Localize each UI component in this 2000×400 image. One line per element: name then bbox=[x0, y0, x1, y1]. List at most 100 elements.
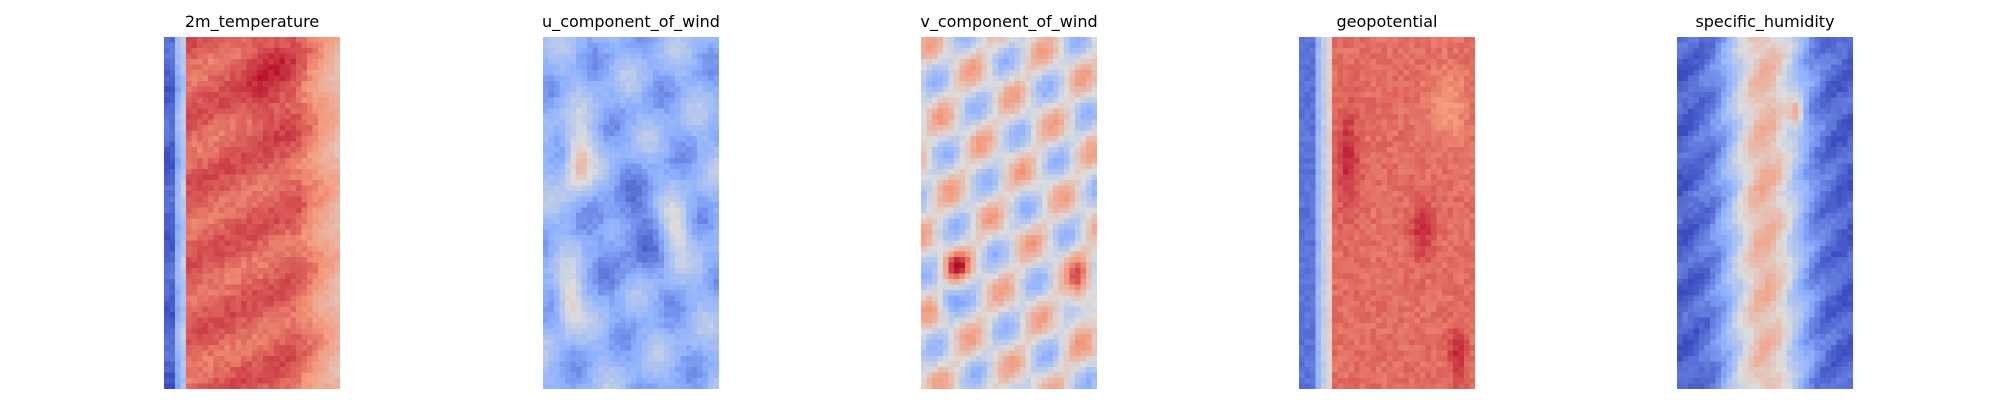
heatmap-cell bbox=[202, 70, 209, 77]
heatmap-cell bbox=[554, 295, 561, 302]
heatmap-cell bbox=[224, 367, 231, 374]
heatmap-cell bbox=[323, 224, 330, 231]
heatmap-cell bbox=[318, 136, 325, 143]
heatmap-cell bbox=[257, 114, 264, 121]
heatmap-cell bbox=[224, 229, 231, 236]
heatmap-cell bbox=[1042, 64, 1049, 71]
heatmap-cell bbox=[603, 240, 610, 247]
heatmap-cell bbox=[274, 103, 281, 110]
heatmap-cell bbox=[290, 169, 297, 176]
heatmap-cell bbox=[587, 334, 594, 341]
heatmap-cell bbox=[164, 147, 171, 154]
heatmap-cell bbox=[614, 251, 621, 258]
heatmap-cell bbox=[252, 191, 259, 198]
heatmap-cell bbox=[1080, 158, 1087, 165]
heatmap-cell bbox=[620, 361, 627, 368]
heatmap-cell bbox=[658, 59, 665, 66]
heatmap-cell bbox=[230, 356, 237, 363]
heatmap-cell bbox=[230, 350, 237, 357]
heatmap-cell bbox=[620, 136, 627, 143]
heatmap-cell bbox=[669, 59, 676, 66]
heatmap-cell bbox=[548, 251, 555, 258]
heatmap-cell bbox=[697, 268, 704, 275]
heatmap-cell bbox=[213, 59, 220, 66]
heatmap-cell bbox=[329, 268, 336, 275]
heatmap-cell bbox=[570, 119, 577, 126]
heatmap-cell bbox=[296, 70, 303, 77]
heatmap-cell bbox=[208, 323, 215, 330]
heatmap-cell bbox=[191, 246, 198, 253]
heatmap-cell bbox=[614, 301, 621, 308]
heatmap-cell bbox=[164, 268, 171, 275]
heatmap-cell bbox=[548, 257, 555, 264]
heatmap-cell bbox=[197, 218, 204, 225]
heatmap-cell bbox=[208, 306, 215, 313]
heatmap-cell bbox=[548, 196, 555, 203]
heatmap-cell bbox=[620, 240, 627, 247]
heatmap-cell bbox=[301, 361, 308, 368]
heatmap-cell bbox=[609, 196, 616, 203]
heatmap-cell bbox=[1003, 185, 1010, 192]
heatmap-cell bbox=[252, 92, 259, 99]
heatmap-cell bbox=[169, 301, 176, 308]
heatmap-cell bbox=[202, 306, 209, 313]
heatmap-cell bbox=[169, 53, 176, 60]
heatmap-cell bbox=[943, 141, 950, 148]
heatmap-cell bbox=[241, 229, 248, 236]
heatmap-cell bbox=[603, 262, 610, 269]
heatmap-cell bbox=[1080, 37, 1087, 44]
heatmap-cell bbox=[713, 328, 719, 335]
heatmap-cell bbox=[603, 37, 610, 44]
heatmap-cell bbox=[592, 163, 599, 170]
heatmap-cell bbox=[653, 196, 660, 203]
heatmap-cell bbox=[285, 191, 292, 198]
heatmap-cell bbox=[713, 246, 719, 253]
heatmap-cell bbox=[1003, 59, 1010, 66]
heatmap-cell bbox=[180, 75, 187, 82]
heatmap-cell bbox=[268, 75, 275, 82]
heatmap-cell bbox=[642, 174, 649, 181]
heatmap-cell bbox=[642, 295, 649, 302]
heatmap-cell bbox=[274, 59, 281, 66]
heatmap-cell bbox=[647, 306, 654, 313]
heatmap-cell bbox=[708, 273, 715, 280]
heatmap-cell bbox=[191, 383, 198, 389]
heatmap-cell bbox=[197, 295, 204, 302]
heatmap-cell bbox=[263, 235, 270, 242]
heatmap-cell bbox=[664, 202, 671, 209]
heatmap-cell bbox=[581, 328, 588, 335]
heatmap-cell bbox=[921, 64, 928, 71]
heatmap-cell bbox=[246, 141, 253, 148]
heatmap-cell bbox=[603, 147, 610, 154]
heatmap-cell bbox=[686, 229, 693, 236]
heatmap-cell bbox=[197, 114, 204, 121]
heatmap-cell bbox=[202, 53, 209, 60]
heatmap-cell bbox=[614, 202, 621, 209]
heatmap-cell bbox=[290, 246, 297, 253]
heatmap-cell bbox=[301, 328, 308, 335]
heatmap-cell bbox=[169, 306, 176, 313]
heatmap-cell bbox=[620, 356, 627, 363]
heatmap-cell bbox=[290, 251, 297, 258]
heatmap-cell bbox=[1064, 169, 1071, 176]
heatmap-cell bbox=[697, 97, 704, 104]
heatmap-cell bbox=[631, 334, 638, 341]
heatmap-cell bbox=[565, 235, 572, 242]
heatmap-cell bbox=[1003, 37, 1010, 44]
heatmap-cell bbox=[598, 207, 605, 214]
heatmap-cell bbox=[241, 42, 248, 49]
heatmap-cell bbox=[219, 224, 226, 231]
heatmap-cell bbox=[224, 356, 231, 363]
heatmap-cell bbox=[290, 345, 297, 352]
heatmap-cell bbox=[554, 147, 561, 154]
heatmap-cell bbox=[252, 185, 259, 192]
heatmap-cell bbox=[219, 268, 226, 275]
heatmap-cell bbox=[543, 367, 550, 374]
heatmap-cell bbox=[230, 218, 237, 225]
heatmap-cell bbox=[658, 37, 665, 44]
heatmap-cell bbox=[570, 136, 577, 143]
heatmap-cell bbox=[285, 235, 292, 242]
heatmap-cell bbox=[987, 152, 994, 159]
heatmap-cell bbox=[954, 97, 961, 104]
heatmap-cell bbox=[268, 339, 275, 346]
